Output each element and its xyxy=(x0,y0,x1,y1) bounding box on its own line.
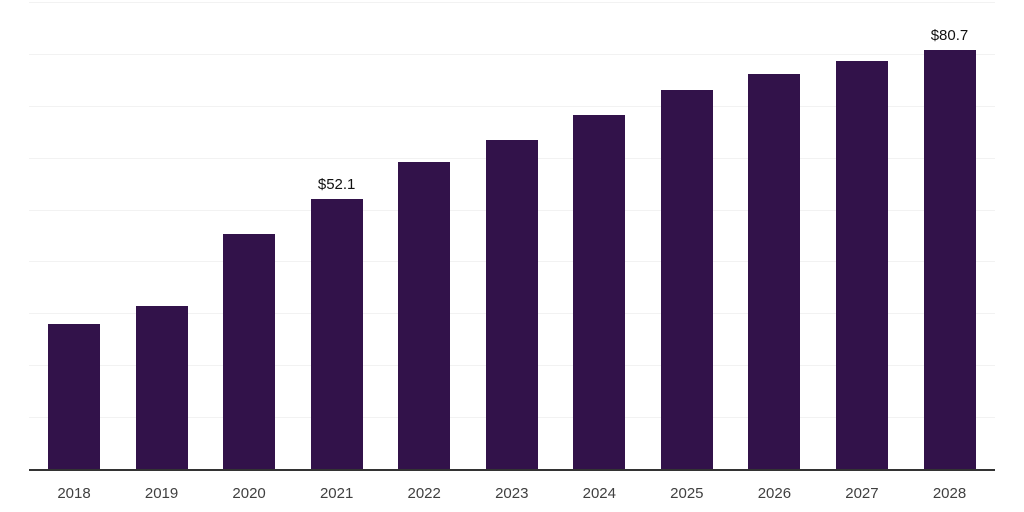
bar-2022 xyxy=(398,162,451,469)
bar-2018 xyxy=(48,323,100,469)
x-axis-label-2020: 2020 xyxy=(232,485,266,502)
bar-2028 xyxy=(923,50,976,469)
x-axis-label-2025: 2025 xyxy=(670,485,704,502)
gridline xyxy=(29,53,995,55)
value-label-2021: $52.1 xyxy=(317,175,356,193)
bar-2026 xyxy=(748,73,801,469)
gridline xyxy=(29,2,995,3)
x-axis-label-2024: 2024 xyxy=(582,485,616,502)
x-axis-label-2026: 2026 xyxy=(757,485,792,502)
bar-2025 xyxy=(660,89,713,469)
x-axis-label-2019: 2019 xyxy=(144,485,179,502)
x-axis-label-2027: 2027 xyxy=(845,485,879,502)
bar-2020 xyxy=(223,234,276,469)
x-axis-label-2022: 2022 xyxy=(407,485,441,502)
bar-2019 xyxy=(135,305,188,469)
x-axis-label-2021: 2021 xyxy=(319,485,354,502)
x-axis-line xyxy=(29,469,995,471)
bar-2021 xyxy=(310,198,363,469)
value-label-2028: $80.7 xyxy=(930,27,969,45)
x-axis-label-2018: 2018 xyxy=(57,485,91,502)
bar-2023 xyxy=(485,139,538,469)
bar-2027 xyxy=(835,60,888,469)
x-axis-label-2028: 2028 xyxy=(932,485,967,502)
bar-2024 xyxy=(573,115,626,469)
x-axis-label-2023: 2023 xyxy=(495,485,529,502)
